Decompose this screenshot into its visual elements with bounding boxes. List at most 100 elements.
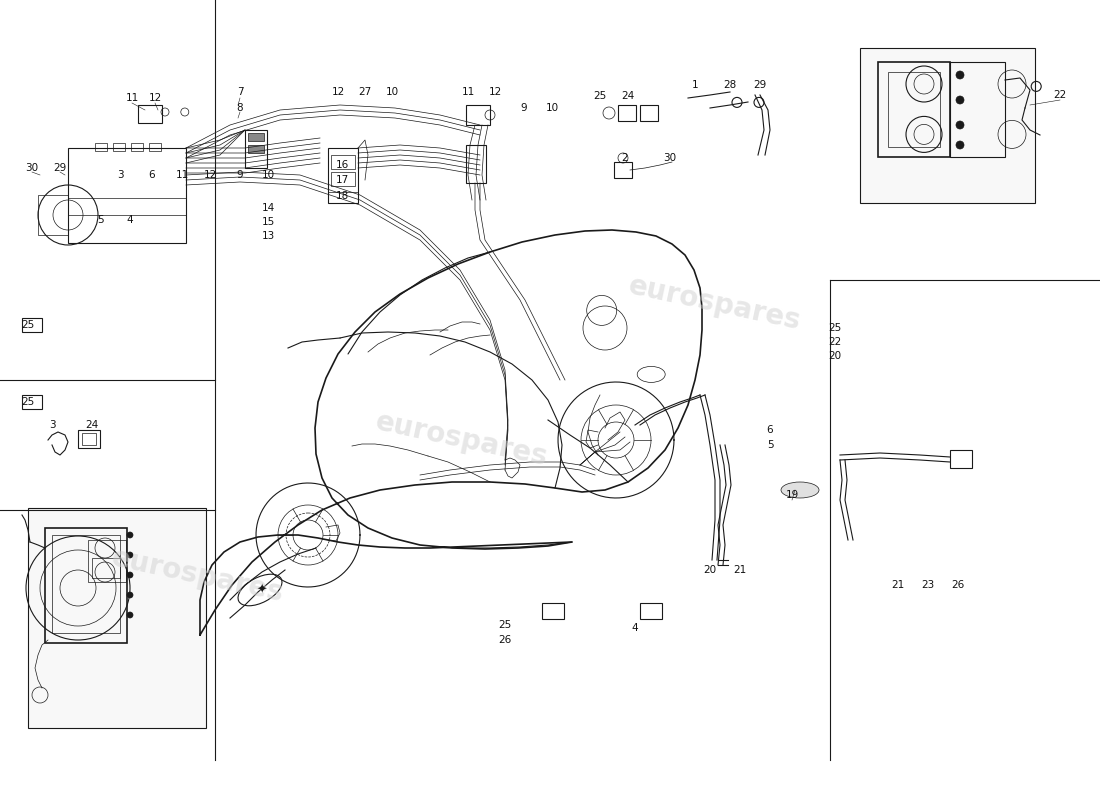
Text: 6: 6 — [148, 170, 155, 180]
Bar — [148, 143, 161, 151]
Circle shape — [126, 532, 133, 538]
Bar — [248, 145, 264, 153]
Bar — [878, 62, 950, 157]
Text: 12: 12 — [204, 170, 217, 180]
Bar — [328, 148, 358, 203]
Text: 12: 12 — [148, 93, 162, 103]
Bar — [28, 508, 206, 728]
Text: 20: 20 — [703, 565, 716, 575]
Bar — [88, 540, 126, 582]
Text: 19: 19 — [785, 490, 799, 500]
Text: 23: 23 — [922, 580, 935, 590]
Bar — [466, 145, 486, 183]
Text: 26: 26 — [498, 635, 512, 645]
Text: 25: 25 — [593, 91, 606, 101]
Text: 25: 25 — [21, 320, 34, 330]
Bar — [331, 172, 355, 186]
Bar — [331, 155, 355, 169]
Bar — [640, 603, 662, 619]
Bar — [860, 48, 1035, 203]
Text: 4: 4 — [631, 623, 638, 633]
Text: 15: 15 — [262, 217, 275, 227]
Bar — [78, 430, 100, 448]
Bar — [466, 105, 490, 125]
Bar — [888, 72, 940, 147]
Text: 28: 28 — [724, 80, 737, 90]
Bar — [52, 535, 120, 633]
Text: 25: 25 — [498, 620, 512, 630]
Bar — [68, 148, 186, 243]
Bar — [92, 558, 120, 578]
Text: 29: 29 — [54, 163, 67, 173]
Bar — [542, 603, 564, 619]
Text: eurospares: eurospares — [109, 544, 287, 608]
Text: 29: 29 — [754, 80, 767, 90]
Bar — [22, 318, 42, 332]
Bar — [82, 433, 96, 445]
Bar — [95, 143, 107, 151]
Text: 5: 5 — [767, 440, 773, 450]
Text: 3: 3 — [117, 170, 123, 180]
Text: 3: 3 — [48, 420, 55, 430]
Text: 24: 24 — [86, 420, 99, 430]
Bar — [640, 105, 658, 121]
Bar — [618, 105, 636, 121]
Circle shape — [126, 552, 133, 558]
Bar — [245, 130, 267, 168]
Bar — [614, 162, 632, 178]
Text: 10: 10 — [546, 103, 559, 113]
Text: 24: 24 — [621, 91, 635, 101]
Circle shape — [126, 572, 133, 578]
Text: 10: 10 — [385, 87, 398, 97]
Text: 21: 21 — [734, 565, 747, 575]
Text: 18: 18 — [336, 191, 349, 201]
Text: 9: 9 — [520, 103, 527, 113]
Text: 21: 21 — [891, 580, 904, 590]
Text: 25: 25 — [21, 397, 34, 407]
Text: 30: 30 — [25, 163, 39, 173]
Text: 4: 4 — [126, 215, 133, 225]
Circle shape — [956, 71, 964, 79]
Ellipse shape — [781, 482, 820, 498]
Text: eurospares: eurospares — [626, 272, 804, 336]
Text: 12: 12 — [488, 87, 502, 97]
Bar — [45, 528, 126, 643]
Bar — [950, 450, 972, 468]
Text: eurospares: eurospares — [373, 408, 551, 472]
Text: 27: 27 — [359, 87, 372, 97]
Text: 5: 5 — [97, 215, 103, 225]
Text: 2: 2 — [621, 153, 628, 163]
Text: 22: 22 — [1054, 90, 1067, 100]
Circle shape — [956, 96, 964, 104]
Text: 11: 11 — [461, 87, 474, 97]
Bar — [248, 133, 264, 141]
Circle shape — [956, 141, 964, 149]
Text: 13: 13 — [262, 231, 275, 241]
Text: 11: 11 — [125, 93, 139, 103]
Text: 8: 8 — [236, 103, 243, 113]
Text: 22: 22 — [828, 337, 842, 347]
Text: ✦: ✦ — [256, 583, 267, 597]
Bar — [22, 395, 42, 409]
Bar — [950, 62, 1005, 157]
Text: 14: 14 — [262, 203, 275, 213]
Text: 17: 17 — [336, 175, 349, 185]
Text: 7: 7 — [236, 87, 243, 97]
Bar — [113, 143, 125, 151]
Text: 16: 16 — [336, 160, 349, 170]
Circle shape — [126, 592, 133, 598]
Circle shape — [956, 121, 964, 129]
Text: 26: 26 — [952, 580, 965, 590]
Bar — [131, 143, 143, 151]
Text: 11: 11 — [175, 170, 188, 180]
Text: 25: 25 — [828, 323, 842, 333]
Text: 10: 10 — [262, 170, 275, 180]
Text: 1: 1 — [692, 80, 698, 90]
Text: 9: 9 — [236, 170, 243, 180]
Bar — [138, 105, 162, 123]
Text: 6: 6 — [767, 425, 773, 435]
Text: 12: 12 — [331, 87, 344, 97]
Text: 30: 30 — [663, 153, 676, 163]
Text: 20: 20 — [828, 351, 842, 361]
Bar — [39, 195, 68, 235]
